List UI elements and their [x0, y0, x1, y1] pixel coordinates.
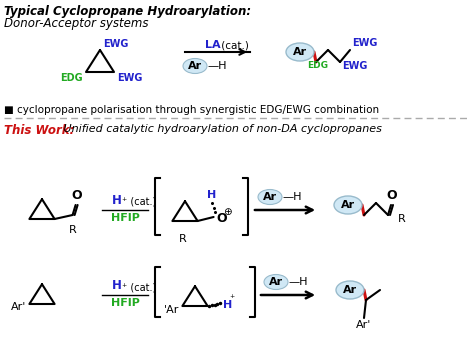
Text: H: H: [112, 279, 122, 292]
Text: This Work:: This Work:: [4, 124, 74, 137]
Text: ⁺ (cat.): ⁺ (cat.): [122, 282, 156, 292]
Text: ⊕: ⊕: [223, 207, 231, 217]
Text: EWG: EWG: [117, 73, 142, 83]
Text: EWG: EWG: [103, 39, 128, 49]
Text: EWG: EWG: [342, 61, 367, 71]
Text: Ar': Ar': [11, 302, 27, 312]
Text: O: O: [387, 189, 397, 202]
Text: EDG: EDG: [308, 61, 328, 70]
Text: Ar: Ar: [341, 200, 355, 210]
Text: Unified catalytic hydroarylation of non-DA cyclopropanes: Unified catalytic hydroarylation of non-…: [60, 124, 382, 134]
Ellipse shape: [264, 274, 288, 289]
Text: LA: LA: [205, 40, 220, 50]
Text: R: R: [69, 225, 76, 235]
Text: Typical Cyclopropane Hydroarylation:: Typical Cyclopropane Hydroarylation:: [4, 5, 251, 18]
Text: 'Ar: 'Ar: [164, 305, 179, 315]
Text: ⁺: ⁺: [229, 294, 235, 304]
Text: Ar: Ar: [293, 47, 307, 57]
Text: Donor-Acceptor systems: Donor-Acceptor systems: [4, 17, 148, 30]
Ellipse shape: [258, 189, 282, 204]
Text: Ar: Ar: [188, 61, 202, 71]
Text: Ar: Ar: [343, 285, 357, 295]
Text: —H: —H: [288, 277, 308, 287]
Text: Ar: Ar: [269, 277, 283, 287]
Text: HFIP: HFIP: [110, 213, 139, 223]
Text: —H: —H: [282, 192, 301, 202]
Text: H: H: [223, 300, 232, 310]
Text: EDG: EDG: [60, 73, 83, 83]
Text: O: O: [217, 212, 227, 225]
Text: ⁺ (cat.): ⁺ (cat.): [122, 197, 156, 207]
Text: H: H: [112, 194, 122, 207]
Text: H: H: [207, 190, 216, 200]
Ellipse shape: [334, 196, 362, 214]
Ellipse shape: [286, 43, 314, 61]
Text: EWG: EWG: [352, 38, 377, 48]
Text: R: R: [179, 234, 187, 244]
Ellipse shape: [336, 281, 364, 299]
Text: ■ cyclopropane polarisation through synergistic EDG/EWG combination: ■ cyclopropane polarisation through syne…: [4, 105, 379, 115]
Text: Ar': Ar': [356, 320, 372, 330]
Text: O: O: [71, 189, 82, 202]
Text: (cat.): (cat.): [218, 40, 249, 50]
Text: R: R: [398, 214, 406, 224]
Text: —H: —H: [207, 61, 227, 71]
Text: HFIP: HFIP: [110, 298, 139, 308]
Ellipse shape: [183, 58, 207, 74]
Text: Ar: Ar: [263, 192, 277, 202]
